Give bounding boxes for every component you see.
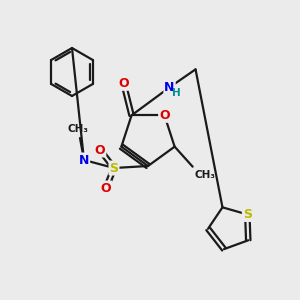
Text: CH₃: CH₃ bbox=[68, 124, 88, 134]
Text: H: H bbox=[172, 88, 181, 98]
Text: O: O bbox=[95, 143, 105, 157]
Text: O: O bbox=[118, 77, 129, 90]
Text: O: O bbox=[101, 182, 111, 194]
Text: S: S bbox=[110, 161, 118, 175]
Text: O: O bbox=[159, 109, 170, 122]
Text: S: S bbox=[243, 208, 252, 221]
Text: N: N bbox=[164, 81, 175, 94]
Text: N: N bbox=[79, 154, 89, 166]
Text: CH₃: CH₃ bbox=[195, 170, 216, 180]
